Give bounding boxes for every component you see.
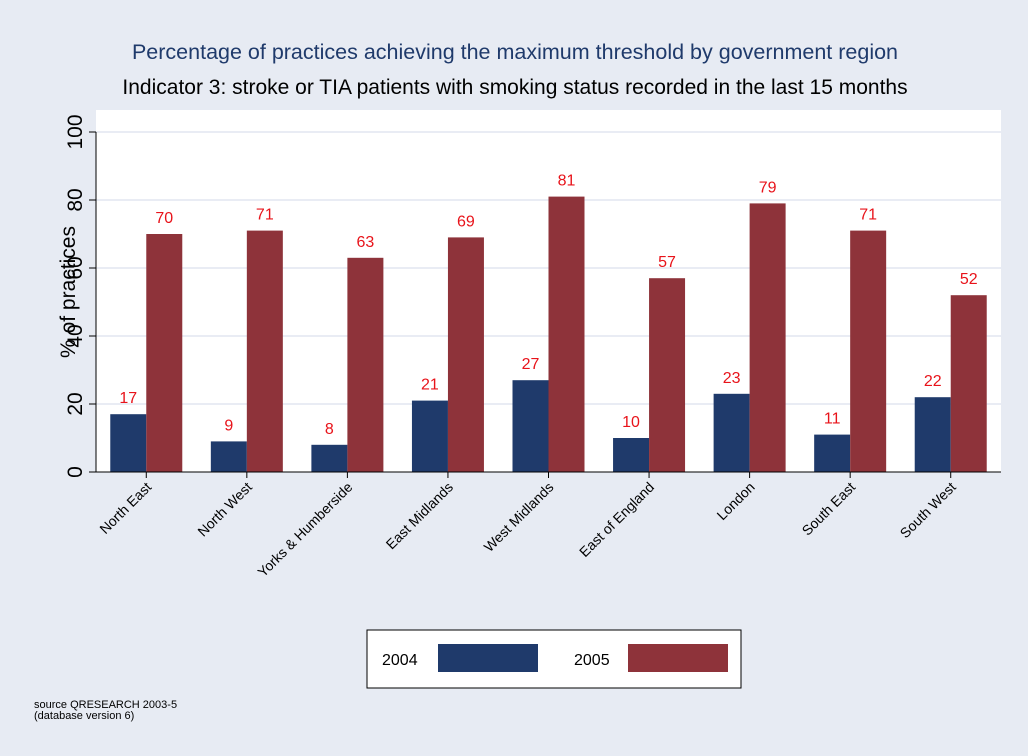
bar-2005 [649, 278, 686, 472]
y-tick-label: 20 [64, 392, 87, 415]
chart-title: Percentage of practices achieving the ma… [132, 40, 898, 64]
data-label: 27 [522, 356, 540, 373]
data-label: 57 [658, 254, 676, 271]
y-tick-label: 60 [64, 256, 87, 279]
data-label: 23 [723, 370, 741, 387]
y-axis-label: % of practices [57, 226, 80, 358]
data-label: 71 [859, 207, 877, 224]
data-label: 81 [558, 173, 576, 190]
data-label: 11 [824, 411, 841, 428]
bar-2004 [613, 438, 650, 472]
x-tick-label: East of England [576, 479, 657, 560]
bar-2004 [110, 414, 147, 472]
legend-swatch-2005 [628, 644, 728, 672]
y-tick-label: 40 [64, 324, 87, 347]
bar-2004 [914, 397, 951, 472]
source-note-line: (database version 6) [34, 710, 134, 722]
bar-2004 [814, 434, 851, 472]
bar-2005 [246, 230, 283, 472]
data-label: 71 [256, 207, 274, 224]
chart-subtitle: Indicator 3: stroke or TIA patients with… [122, 76, 907, 99]
bar-2005 [447, 237, 484, 472]
y-tick-label: 0 [64, 466, 87, 478]
bar-2005 [850, 230, 887, 472]
x-tick-label: South East [799, 479, 859, 539]
data-label: 22 [924, 373, 942, 390]
legend-label-2004: 2004 [382, 652, 418, 669]
data-label: 21 [421, 377, 439, 394]
legend: 2004 2005 [366, 629, 742, 689]
bar-2005 [146, 234, 183, 472]
data-label: 52 [960, 271, 978, 288]
bar-2005 [548, 196, 585, 472]
data-label: 10 [622, 414, 640, 431]
x-tick-label: North East [96, 479, 154, 537]
bar-2004 [411, 400, 448, 472]
data-label: 70 [155, 210, 173, 227]
x-tick-label: London [713, 479, 757, 523]
source-note: source QRESEARCH 2003-5(database version… [34, 699, 177, 722]
data-label: 8 [325, 421, 334, 438]
data-label: 17 [119, 390, 137, 407]
bar-2005 [347, 257, 384, 472]
bars: 17 70 9 71 8 63 21 69 27 81 10 57 23 79 11 71 22 52 [110, 173, 987, 472]
x-tick-label: South West [897, 479, 959, 541]
bar-2004 [512, 380, 549, 472]
legend-label-2005: 2005 [574, 652, 610, 669]
bar-2005 [950, 295, 987, 472]
data-label: 69 [457, 213, 475, 230]
data-label: 63 [356, 234, 374, 251]
x-tick-label: East Midlands [383, 479, 456, 552]
x-tick-label: Yorks & Humberside [254, 479, 355, 580]
data-label: 79 [759, 179, 777, 196]
x-tick-label: North West [194, 479, 255, 540]
y-axis: 0 20 40 60 80 100 [64, 114, 97, 478]
bar-2004 [713, 393, 750, 472]
bar-2004 [311, 444, 348, 472]
bar-2005 [749, 203, 786, 472]
source-note-line: source QRESEARCH 2003-5 [34, 699, 177, 711]
bar-2004 [210, 441, 247, 472]
data-label: 9 [224, 417, 233, 434]
x-tick-label: West Midlands [481, 479, 557, 555]
y-tick-label: 80 [64, 188, 87, 211]
legend-swatch-2004 [438, 644, 538, 672]
x-axis: North East North West Yorks & Humberside Ea… [96, 471, 1001, 580]
y-tick-label: 100 [64, 114, 87, 149]
